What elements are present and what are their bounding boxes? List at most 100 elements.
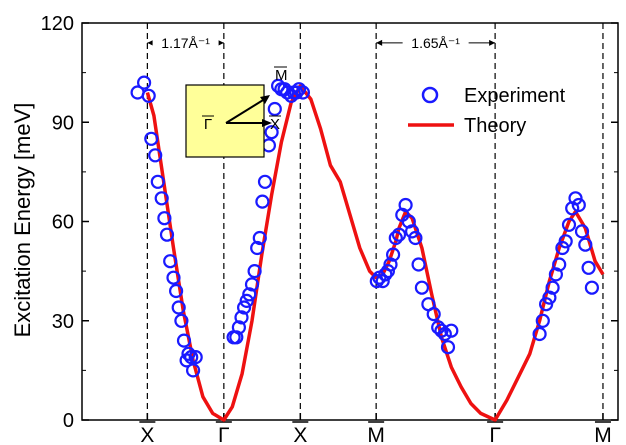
experiment-point [242, 287, 257, 302]
experiment-point [571, 197, 586, 213]
experiment-point [383, 257, 398, 272]
y-tick-label: 60 [52, 212, 74, 234]
experiment-point [584, 280, 600, 295]
experiment-series [130, 75, 600, 378]
experiment-point [545, 280, 560, 295]
y-tick-label: 0 [63, 410, 74, 432]
inset-label-x: X [270, 116, 280, 133]
symmetry-point-lines [146, 23, 604, 420]
experiment-point [388, 230, 403, 246]
experiment-point [176, 333, 192, 348]
experiment-point [574, 224, 590, 239]
annotation-label: 1.17Å⁻¹ [161, 35, 210, 51]
experiment-point [229, 330, 244, 345]
annotation-label-bg [402, 33, 469, 52]
inset-arrow-m [225, 96, 269, 124]
experiment-point [184, 350, 199, 365]
inset-box [185, 84, 265, 158]
inset-arrowhead-x [262, 119, 272, 127]
experiment-point [171, 300, 186, 315]
experiment-point [568, 191, 583, 206]
experiment-point [291, 82, 307, 97]
experiment-point [137, 75, 152, 90]
experiment-point [148, 148, 163, 163]
experiment-point [231, 320, 246, 335]
experiment-point [234, 310, 249, 325]
inset-label-m: M [275, 67, 288, 84]
x-tick-label: Γ [218, 424, 230, 445]
experiment-point [369, 274, 384, 289]
experiment-point [150, 174, 165, 189]
experiment-point [426, 307, 441, 322]
experiment-point [181, 346, 196, 361]
legend: Experiment Theory [408, 85, 566, 137]
experiment-point [581, 260, 596, 275]
experiment-point [159, 227, 175, 242]
experiment-point [444, 323, 459, 338]
experiment-point [154, 191, 169, 206]
inset-label-gamma: Γ [204, 116, 212, 133]
inset-arrowhead-m [260, 95, 270, 104]
experiment-point [237, 300, 252, 315]
y-tick-label: 120 [41, 13, 74, 35]
plot-frame [81, 22, 619, 421]
experiment-point [267, 101, 282, 117]
x-tick-label: X [140, 424, 154, 445]
experiment-point [166, 270, 181, 285]
experiment-point [264, 125, 279, 140]
annotation-label: 1.65Å⁻¹ [411, 35, 460, 51]
experiment-point [261, 138, 276, 153]
y-tick-label: 30 [52, 311, 74, 333]
x-tick-label: X [293, 424, 307, 445]
annotation-arrowhead-right [489, 39, 496, 46]
annotation-label-bg [152, 33, 219, 52]
experiment-point [188, 350, 203, 365]
experiment-point [141, 88, 156, 103]
experiment-point [186, 363, 201, 378]
experiment-point [247, 264, 262, 279]
experiment-point [440, 340, 456, 355]
legend-label: Theory [464, 115, 526, 137]
experiment-point [169, 283, 184, 299]
experiment-point [558, 234, 573, 249]
experiment-point [414, 280, 429, 295]
experiment-point [386, 247, 401, 262]
experiment-point [398, 197, 413, 213]
legend-marker-experiment [421, 86, 439, 104]
experiment-point [411, 257, 426, 272]
experiment-point [578, 237, 593, 252]
x-tick-label: M [367, 424, 385, 445]
annotations: 1.17Å⁻¹ 1.65Å⁻¹ [147, 33, 496, 52]
annotation-arrowhead-left [147, 39, 154, 46]
experiment-point [434, 323, 449, 338]
experiment-point [538, 297, 554, 312]
axes: 0 30 60 90 120 X Γ X M Γ M [41, 13, 619, 445]
experiment-point [255, 194, 270, 209]
y-axis-label: Excitation Energy [meV] [10, 103, 35, 338]
x-tick-label: Γ [489, 424, 501, 445]
experiment-point [552, 257, 567, 272]
experiment-point [561, 217, 577, 232]
inset-brillouin-zone: M Γ X [185, 66, 288, 158]
experiment-point [144, 131, 159, 146]
experiment-point [535, 313, 550, 328]
annotation-arrowhead-right [217, 39, 224, 46]
experiment-point [408, 230, 423, 246]
annotation-arrowhead-left [376, 39, 383, 46]
experiment-point [295, 85, 310, 100]
experiment-point [555, 240, 570, 256]
experiment-point [289, 85, 304, 100]
experiment-point [532, 326, 547, 342]
experiment-point [257, 174, 273, 189]
x-tick-label: M [594, 424, 612, 445]
experiment-point [250, 240, 265, 256]
legend-label: Experiment [464, 85, 566, 107]
y-tick-label: 90 [52, 112, 74, 134]
experiment-point [239, 293, 254, 308]
experiment-point [391, 227, 407, 242]
experiment-point [157, 211, 172, 226]
experiment-point [380, 264, 395, 279]
experiment-point [163, 254, 178, 269]
experiment-point [244, 277, 260, 292]
